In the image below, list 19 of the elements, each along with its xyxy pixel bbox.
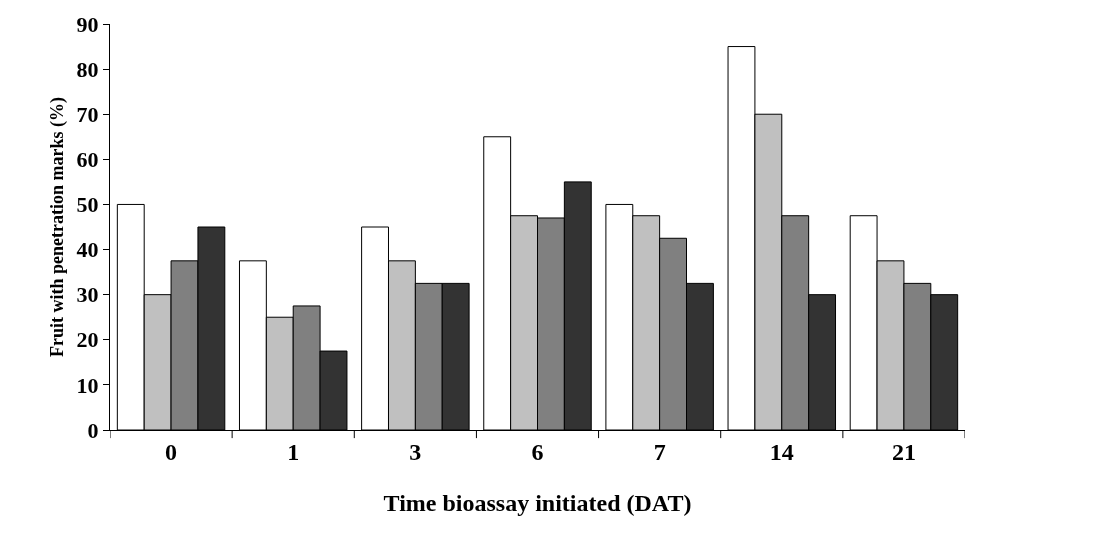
y-tick-label: 90 [76, 11, 99, 37]
y-tick-label: 50 [76, 192, 99, 218]
x-tick-label: 6 [531, 438, 544, 465]
y-tick-label: 60 [76, 147, 99, 173]
x-tick-label: 21 [891, 438, 916, 465]
y-axis-title: Fruit with penetration marks (%) [46, 97, 68, 357]
x-tick-label: 7 [653, 438, 666, 465]
y-tick-label: 0 [87, 417, 99, 443]
x-tick-label: 0 [165, 438, 178, 465]
y-tick-label: 40 [76, 237, 99, 263]
x-tick-label: 1 [287, 438, 300, 465]
y-tick-label: 70 [76, 101, 99, 127]
y-tick-label: 80 [76, 56, 99, 82]
y-tick-label: 20 [76, 327, 99, 353]
y-tick-label: 30 [76, 282, 99, 308]
x-tick-label: 14 [769, 438, 794, 465]
y-tick-label: 10 [76, 372, 99, 398]
x-axis-title: Time bioassay initiated (DAT) [383, 490, 692, 517]
x-tick-label: 3 [409, 438, 422, 465]
